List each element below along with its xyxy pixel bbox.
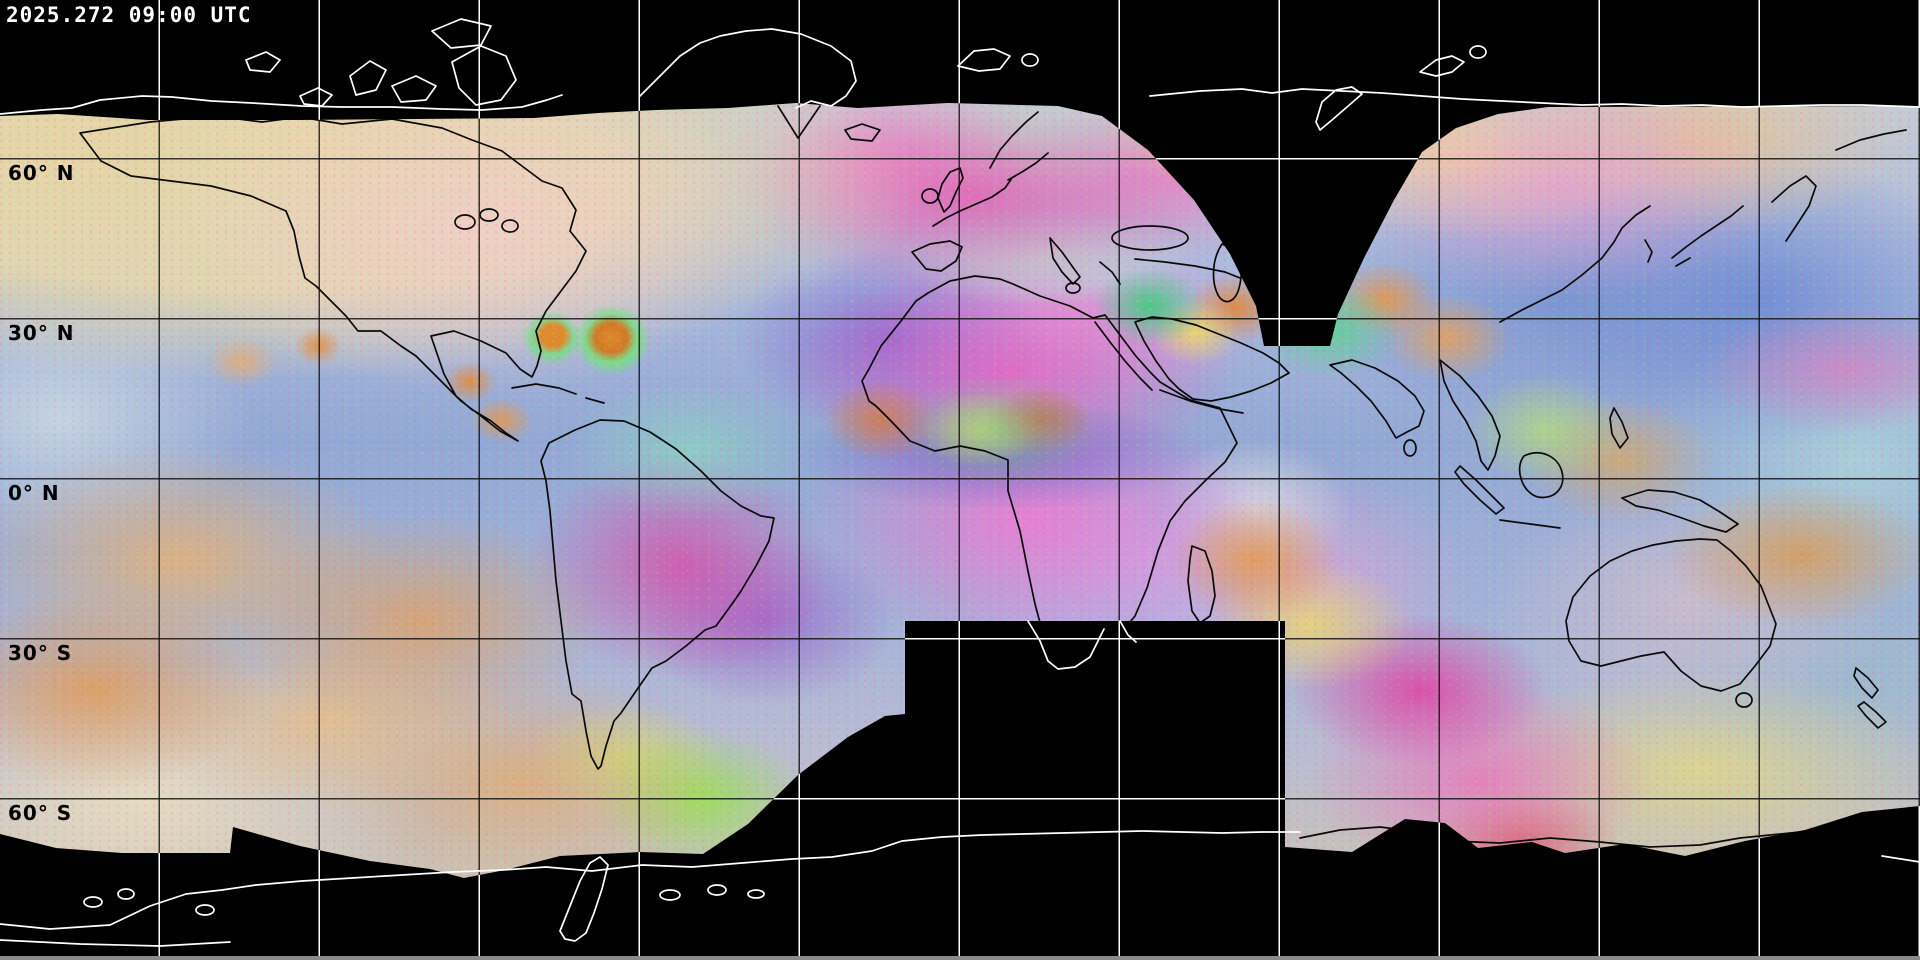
south-africa-coastline-over-void — [1027, 620, 1137, 670]
iberia-coastline — [911, 240, 963, 272]
australia-coastline — [1565, 538, 1777, 708]
antarctic-peninsula-coastline — [559, 856, 609, 942]
red-sea-coastline — [1094, 321, 1244, 414]
caribbean-coastline — [511, 383, 605, 404]
new-guinea-coastline — [1621, 489, 1739, 533]
polar-coastlines — [0, 18, 1920, 947]
arabia-coastline — [1134, 316, 1290, 402]
russia-arctic-coastline — [1149, 88, 1920, 108]
india-coastline — [1329, 359, 1425, 457]
continent-coastlines — [79, 105, 1907, 848]
great-lakes — [454, 208, 519, 233]
kamchatka-siberia-coastline — [1771, 129, 1907, 242]
madagascar-coastline — [1187, 545, 1216, 624]
new-zealand-coastline — [1853, 667, 1887, 729]
japan-coastline — [1671, 205, 1744, 267]
greenland-tip-coastline — [777, 105, 821, 139]
indonesia-coastline — [1454, 452, 1564, 529]
indochina-coastline — [1439, 359, 1501, 471]
north-america-coastline — [79, 115, 587, 442]
latitude-label-60s: 60° S — [8, 801, 73, 825]
africa-coastline — [861, 275, 1238, 663]
novaya-zemlya-coastline — [1315, 86, 1363, 131]
philippines-coastline — [1609, 407, 1629, 449]
italy-coastline — [1049, 237, 1081, 294]
greenland-coastline — [639, 28, 857, 109]
black-sea-outline — [1111, 225, 1189, 251]
europe-coastline — [932, 111, 1049, 227]
latitude-label-30s: 30° S — [8, 641, 73, 665]
latitude-label-60n: 60° N — [8, 161, 75, 185]
latitude-label-30n: 30° N — [8, 321, 75, 345]
east-asia-coastline — [1499, 205, 1653, 323]
south-america-coastline — [540, 419, 775, 770]
alaska-north-coastline — [0, 94, 563, 115]
antarctica-coastline — [0, 830, 1920, 947]
timestamp-label: 2025.272 09:00 UTC — [6, 3, 252, 27]
canadian-archipelago-coastline — [245, 18, 517, 107]
severnaya-zemlya-coastline — [1419, 45, 1487, 77]
iceland-coastline — [844, 123, 881, 142]
latitude-label-0n: 0° N — [8, 481, 60, 505]
antarctic-islands — [83, 884, 765, 916]
greece-turkey-coastline — [1099, 258, 1241, 285]
british-isles-coastline — [921, 167, 964, 213]
bottom-edge-bar — [0, 956, 1920, 960]
svalbard-coastline — [957, 48, 1039, 72]
